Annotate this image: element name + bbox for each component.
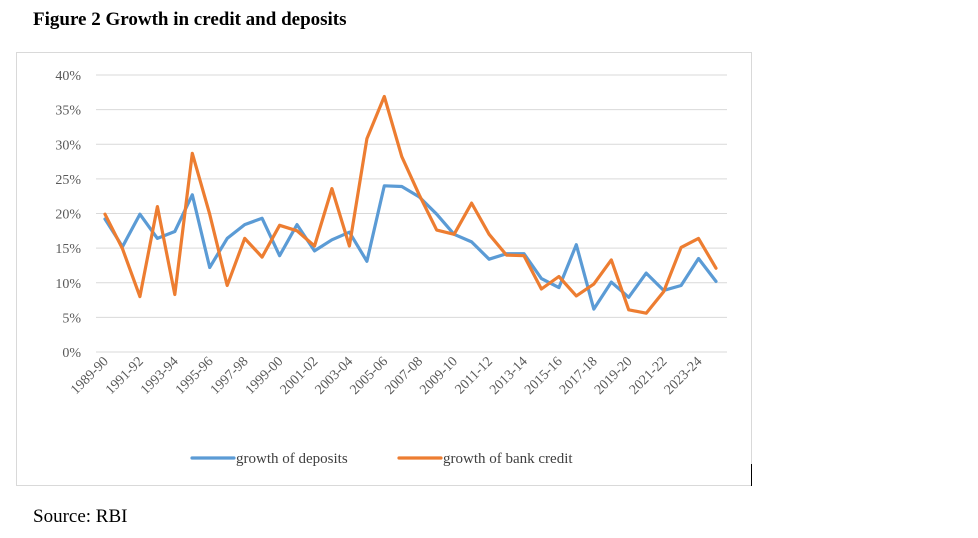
series-lines xyxy=(103,94,718,315)
x-tick-label: 1997-98 xyxy=(208,354,252,398)
y-tick-label: 30% xyxy=(55,138,81,153)
x-tick-label: 1991-92 xyxy=(103,354,147,398)
chart-area xyxy=(16,52,752,486)
x-tick-label: 2003-04 xyxy=(313,354,357,398)
figure-title: Figure 2 Growth in credit and deposits xyxy=(33,9,347,30)
source-note: Source: RBI xyxy=(33,506,128,527)
x-tick-label: 1993-94 xyxy=(138,354,182,398)
legend-label: growth of bank credit xyxy=(443,451,573,467)
y-tick-label: 0% xyxy=(62,346,81,361)
x-tick-label: 2011-12 xyxy=(453,354,496,397)
y-tick-label: 40% xyxy=(55,69,81,84)
x-tick-label: 2017-18 xyxy=(557,354,601,398)
x-tick-label: 2005-06 xyxy=(348,354,392,398)
gridlines xyxy=(96,74,727,353)
y-tick-label: 25% xyxy=(55,173,81,188)
x-tick-label: 2007-08 xyxy=(382,354,426,398)
y-tick-label: 35% xyxy=(55,104,81,119)
x-axis-ticks: 1989-901991-921993-941995-961997-981999-… xyxy=(68,354,705,398)
x-tick-label: 1999-00 xyxy=(243,354,287,398)
x-tick-label: 2021-22 xyxy=(627,354,671,398)
y-tick-label: 20% xyxy=(55,208,81,223)
y-tick-label: 5% xyxy=(62,311,81,326)
x-tick-label: 2009-10 xyxy=(417,354,461,398)
x-tick-label: 2001-02 xyxy=(278,354,322,398)
y-tick-label: 15% xyxy=(55,242,81,257)
x-tick-label: 2023-24 xyxy=(662,354,706,398)
x-tick-label: 2013-14 xyxy=(487,354,531,398)
series-line-bank-credit xyxy=(103,94,718,315)
x-tick-label: 2019-20 xyxy=(592,354,636,398)
legend: growth of deposits growth of bank credit xyxy=(190,451,573,467)
series-line-deposits xyxy=(103,184,718,311)
y-axis-ticks: 0% 5% 10% 15% 20% 25% 30% 35% 40% xyxy=(55,69,81,361)
legend-label: growth of deposits xyxy=(236,451,348,467)
frame-tick-mark xyxy=(751,464,752,486)
x-tick-label: 2015-16 xyxy=(522,354,566,398)
x-tick-label: 1995-96 xyxy=(173,354,217,398)
y-tick-label: 10% xyxy=(55,277,81,292)
